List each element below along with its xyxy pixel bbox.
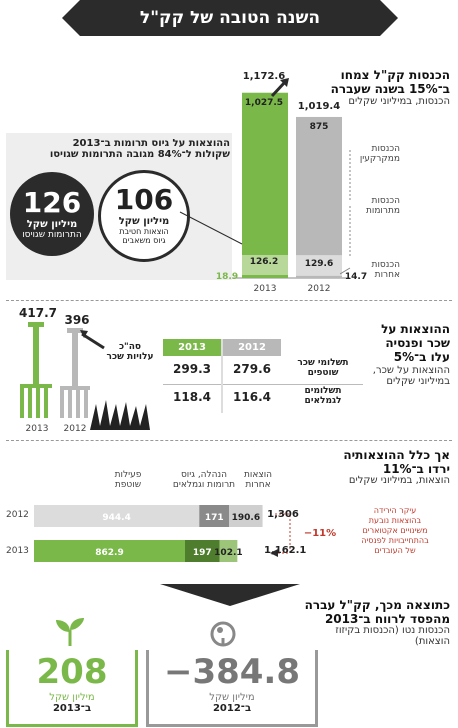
- label-expense-activity: פעילות שוטפת: [114, 470, 142, 490]
- label-income-land: הכנסות ממקרקעין: [359, 144, 400, 164]
- expense-year-2013: 2013: [6, 546, 29, 556]
- table-col-2013: 2013: [163, 339, 221, 356]
- expense-label-2012-seg0: 944.4: [102, 513, 130, 523]
- expense-bar-2012-seg1: [199, 505, 230, 527]
- income-bar-2012-seg1: [296, 255, 342, 276]
- income-year-2013: 2013: [253, 284, 277, 294]
- fork-label: סה"כ עלויות שכר: [106, 342, 154, 362]
- income-oth-2013: 18.9: [215, 272, 239, 282]
- income-label-leaders: [340, 150, 351, 275]
- expense-bar-2012-seg0: [34, 505, 200, 527]
- fork-tines-2013: [20, 384, 52, 418]
- section1-subtitle: הכנסות, במיליוני שקלים: [348, 96, 450, 107]
- table-row-1: 299.3 279.6 תשלומי שכר שוטפים: [163, 358, 363, 385]
- fork-year-2012: 2012: [63, 424, 87, 434]
- income-bar-2013-seg0: [242, 92, 288, 256]
- income-arrowhead: [280, 78, 289, 87]
- fork-value-2012: 396: [64, 313, 90, 327]
- income-chart: [179, 78, 350, 279]
- income-don-2012: 129.6: [304, 259, 334, 269]
- fork-arrow: [80, 330, 88, 338]
- expense-label-2012-seg2: 190.6: [232, 513, 260, 523]
- expense-bracket: [275, 513, 291, 554]
- pitchfork-illustration: [20, 322, 150, 430]
- label-expense-other: הוצאות אחרות: [243, 470, 273, 490]
- donations-circle: 126 מיליון שקל התרומות שגויסו: [10, 172, 94, 256]
- income-total-2012: 1,019.4: [297, 101, 341, 112]
- income-land-2013: 1,027.5: [244, 98, 284, 108]
- income-arrow: [270, 80, 287, 98]
- loss-2012-box: −384.8 מיליון שקל ב־2012: [146, 650, 318, 727]
- fundraising-cost-circle: 106 מיליון שקל הוצאות חטיבת גיוס משאבים: [98, 170, 190, 262]
- page-title: השנה הטובה של קק"ל: [62, 0, 398, 36]
- transition-arrow: [160, 584, 300, 606]
- fork-year-2013: 2013: [25, 424, 49, 434]
- table-row-2: 118.4 116.4 תשלומים לגמלאים: [173, 386, 342, 406]
- fork-tines-2012: [60, 386, 90, 418]
- expense-label-2013-seg1: 197: [193, 548, 212, 558]
- callout-text: ההוצאות על גיוס תרומות ב־2013 שקולות ל־8…: [49, 138, 230, 160]
- expense-total-2013: 1,162.1: [264, 545, 307, 556]
- label-income-donations: הכנסות מתרומות: [365, 196, 400, 216]
- section4-title: כתוצאה מכך, קק"ל עברה מהפסד לרווח ב־2013: [304, 598, 450, 626]
- expense-bar-2013-seg2: [219, 540, 238, 562]
- expense-arrow: [270, 549, 278, 557]
- section3-subtitle: הוצאות, במיליוני שקלים: [348, 475, 450, 486]
- income-bar-2012-seg0: [296, 116, 342, 256]
- income-bar-2013-seg2: [242, 275, 288, 278]
- income-bar-2013-seg1: [242, 255, 288, 276]
- section2-title: ההוצאות על שכר ופנסיה עלו ב־5%: [381, 322, 450, 364]
- label-expense-admin: הנהלה, גיוס תרומות וגמלאים: [172, 470, 236, 490]
- fork-handle-2012: [72, 330, 78, 388]
- divider-2: [6, 440, 452, 441]
- expense-label-2012-seg1: 171: [205, 513, 224, 523]
- grass-icon: [90, 400, 150, 430]
- section2-subtitle: ההוצאות על שכר, במיליוני שקלים: [372, 365, 450, 387]
- wilted-plant-icon: [210, 621, 236, 647]
- expense-label-2013-seg2: 102.1: [214, 548, 242, 558]
- table-col-divider: [221, 339, 223, 413]
- expense-bar-2013-seg0: [34, 540, 186, 562]
- expense-chart: 944.4 171 190.6 862.9 197 102.1: [34, 505, 291, 562]
- income-bar-2012-seg2: [296, 275, 342, 278]
- section3-title: אך כלל ההוצאותיה ירדו ב־11%: [343, 448, 450, 476]
- section4-subtitle: הכנסות נטו (הכנסות בקיזוז הוצאות): [335, 625, 450, 647]
- callout-connector: [179, 211, 243, 245]
- income-total-2013: 1,172.6: [242, 71, 286, 82]
- table-col-2012: 2012: [223, 339, 281, 356]
- expense-bar-2012-seg2: [229, 505, 263, 527]
- expense-pct-change: −11%: [303, 528, 337, 539]
- section1-title: הכנסות קק"ל צמחו ב־15% בשנה שעברה: [330, 68, 450, 96]
- income-oth-2012: 14.7: [344, 272, 368, 282]
- label-income-other: הכנסות אחרות: [371, 260, 400, 280]
- fork-value-2013: 417.7: [19, 306, 57, 320]
- expense-label-2013-seg0: 862.9: [95, 548, 123, 558]
- sprout-icon: [56, 618, 84, 646]
- expense-year-2012: 2012: [6, 510, 29, 520]
- fork-handle-2013: [33, 324, 39, 386]
- income-land-2012: 875: [309, 122, 329, 132]
- profit-2013-box: 208 מיליון שקל ב־2013: [6, 650, 138, 727]
- income-don-2013: 126.2: [249, 257, 279, 267]
- income-year-2012: 2012: [307, 284, 331, 294]
- expense-total-2012: 1,306: [267, 509, 299, 520]
- expense-note: עיקר הירידה בהוצאות נובעת משינויים אקטוא…: [361, 506, 429, 555]
- expense-bar-2013-seg1: [185, 540, 220, 562]
- divider-1: [6, 300, 452, 301]
